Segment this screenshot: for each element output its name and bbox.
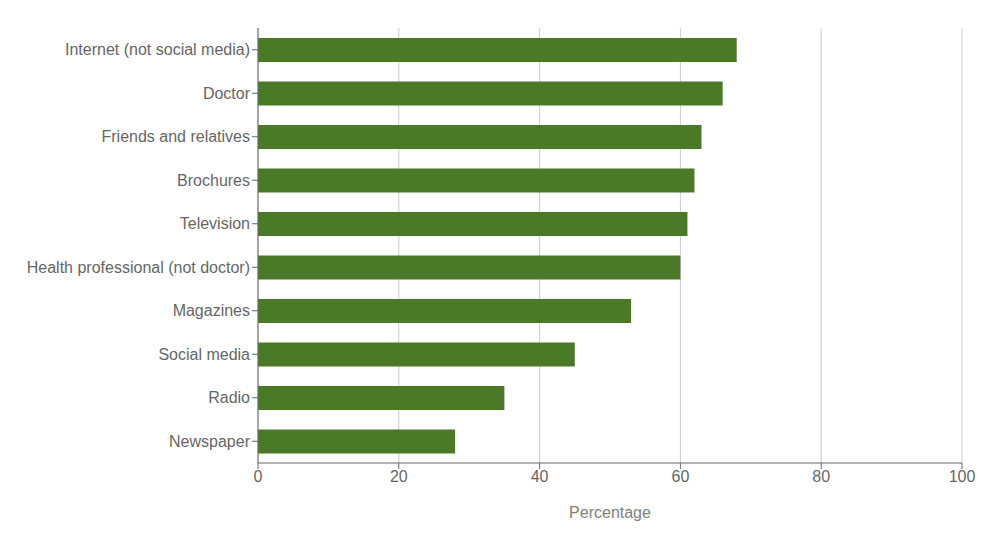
svg-text:Percentage: Percentage — [569, 504, 651, 521]
svg-text:Doctor: Doctor — [203, 85, 251, 102]
svg-text:Social media: Social media — [158, 346, 250, 363]
svg-text:40: 40 — [531, 468, 549, 485]
svg-text:Television: Television — [180, 215, 250, 232]
svg-text:Health professional (not docto: Health professional (not doctor) — [27, 259, 250, 276]
svg-text:100: 100 — [949, 468, 976, 485]
svg-text:Friends and relatives: Friends and relatives — [101, 128, 250, 145]
svg-text:Newspaper: Newspaper — [169, 433, 251, 450]
svg-text:Brochures: Brochures — [177, 172, 250, 189]
svg-text:0: 0 — [254, 468, 263, 485]
svg-text:Internet (not social media): Internet (not social media) — [65, 41, 250, 58]
svg-text:20: 20 — [390, 468, 408, 485]
svg-text:Magazines: Magazines — [173, 302, 250, 319]
svg-text:60: 60 — [672, 468, 690, 485]
svg-text:80: 80 — [812, 468, 830, 485]
svg-text:Radio: Radio — [208, 389, 250, 406]
